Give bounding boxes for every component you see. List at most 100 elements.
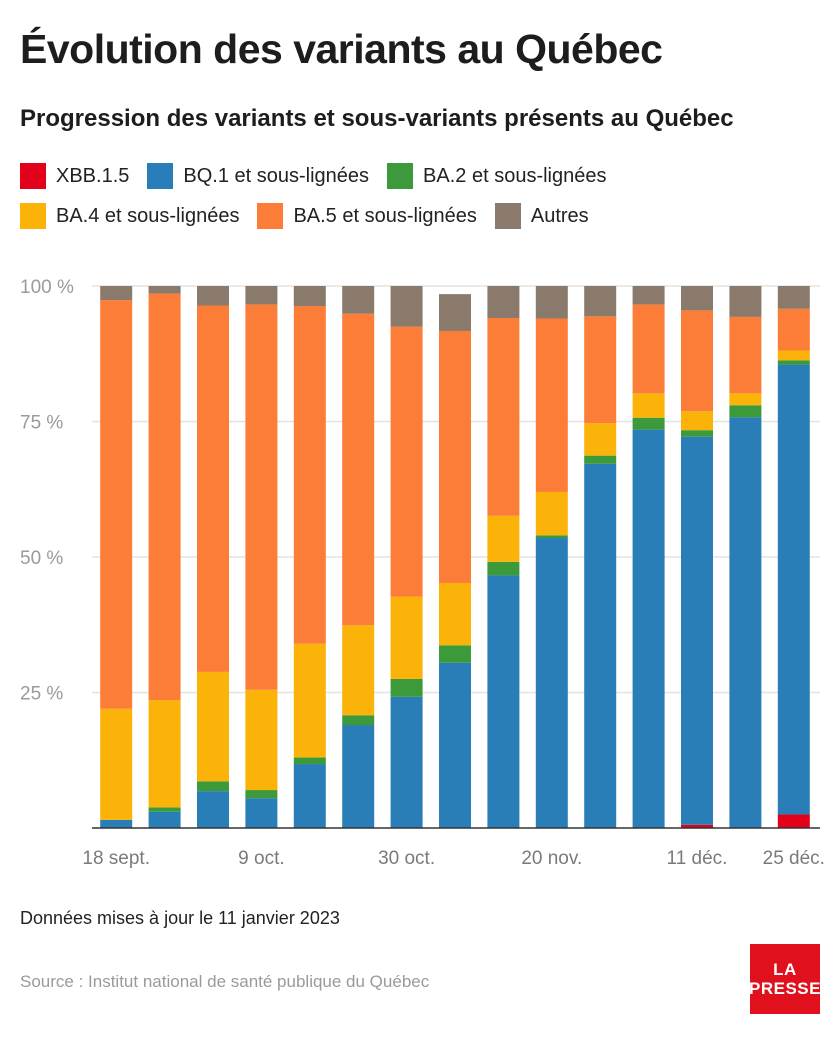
bar-segment [245,304,278,690]
bar-segment [390,286,423,327]
bar-segment [148,807,181,812]
bar-segment [777,308,810,351]
bar-segment [342,725,375,828]
bar-segment [390,696,423,828]
bar-segment [535,538,568,828]
bar-segment [584,463,617,828]
bar-segment [681,286,713,311]
bar-segment [632,417,665,430]
bar-segment [390,596,423,679]
legend-swatch [494,203,521,229]
bar-segment [729,393,762,406]
legend-label: BA.4 et sous-lignées [56,204,240,227]
logo-line-1: LA [773,960,797,979]
bar-segment [729,417,762,828]
bar-segment [487,286,520,318]
page-title: Évolution des variants au Québec [20,26,663,72]
bar-segment [729,405,762,418]
bar-segment [197,671,229,782]
bar-segment [100,286,133,301]
bar-segment [390,678,423,697]
x-tick-label: 20 nov. [521,848,582,869]
bar-segment [148,811,181,828]
bar-segment [100,819,133,828]
bar-segment [197,781,229,792]
bar-segment [632,429,665,828]
bar-segment [342,286,375,314]
legend-item-ba5: BA.5 et sous-lignées [257,203,477,229]
bar-segment [487,575,520,828]
bar-segment [584,286,617,317]
bar-segment [245,286,278,305]
bar-segment [681,436,713,825]
legend-item-autres: Autres [494,203,589,229]
y-tick-label: 25 % [20,684,63,705]
bar-segment [197,305,229,672]
bar-segment [681,824,713,828]
x-tick-label: 30 oct. [378,848,435,869]
bar-segment [342,625,375,716]
bar-segment [245,790,278,799]
logo-line-2: PRESSE [749,979,821,998]
bar-segment [535,491,568,536]
bar-segment [681,430,713,437]
y-tick-label: 75 % [20,413,63,434]
bar-segment [439,330,471,584]
bar-segment [148,700,181,808]
bar-segment [729,316,762,394]
legend-label: BA.2 et sous-lignées [423,164,607,187]
bar-segment [100,300,133,709]
x-tick-label: 25 déc. [763,848,825,869]
bar-segment [777,286,810,309]
legend-row: XBB.1.5 BQ.1 et sous-lignées BA.2 et sou… [20,156,820,196]
x-tick-label: 11 déc. [667,848,728,869]
bar-segment [390,326,423,597]
bar-segment [439,662,471,828]
legend-swatch [387,163,414,189]
bar-segment [777,350,810,361]
bar-segment [245,798,278,828]
bar-segment [777,360,810,365]
bar-segment [148,286,181,294]
bar-segment [439,294,471,331]
legend-item-bq1: BQ.1 et sous-lignées [147,163,369,189]
legend: XBB.1.5 BQ.1 et sous-lignées BA.2 et sou… [20,156,820,236]
bar-segment [777,814,810,828]
legend-swatch [20,203,46,229]
legend-item-xbb15: XBB.1.5 [20,163,129,189]
bar-segment [439,583,471,646]
bar-segment [535,286,568,319]
legend-item-ba2: BA.2 et sous-lignées [387,163,606,189]
legend-swatch [20,163,46,189]
bar-segment [197,791,229,828]
bar-segment [245,689,278,791]
x-tick-label: 9 oct. [238,848,284,869]
bar-segment [100,708,133,820]
bar-segment [293,764,326,828]
bar-segment [584,455,617,464]
legend-label: XBB.1.5 [56,164,130,187]
bar-segment [681,411,713,431]
bar-segment [777,364,810,815]
bar-segment [632,286,665,305]
x-tick-label: 18 sept. [82,848,150,869]
bar-segment [584,316,617,424]
bar-segment [293,286,326,307]
bar-segment [148,293,181,701]
bar-segment [293,643,326,758]
legend-label: BQ.1 et sous-lignées [183,164,370,187]
bar-segment [487,561,520,576]
bar-segment [342,313,375,626]
bar-segment [584,423,617,456]
bar-segment [197,286,229,306]
bar-segment [487,515,520,562]
legend-swatch [147,163,174,189]
bar-segment [632,304,665,394]
la-presse-logo: LA PRESSE [749,944,821,1014]
bar-segment [535,535,568,539]
legend-label: BA.5 et sous-lignées [293,204,477,227]
bar-segment [293,757,326,765]
y-tick-label: 100 % [20,277,74,298]
bar-segment [342,715,375,726]
source-note: Source : Institut national de santé publ… [20,972,430,991]
